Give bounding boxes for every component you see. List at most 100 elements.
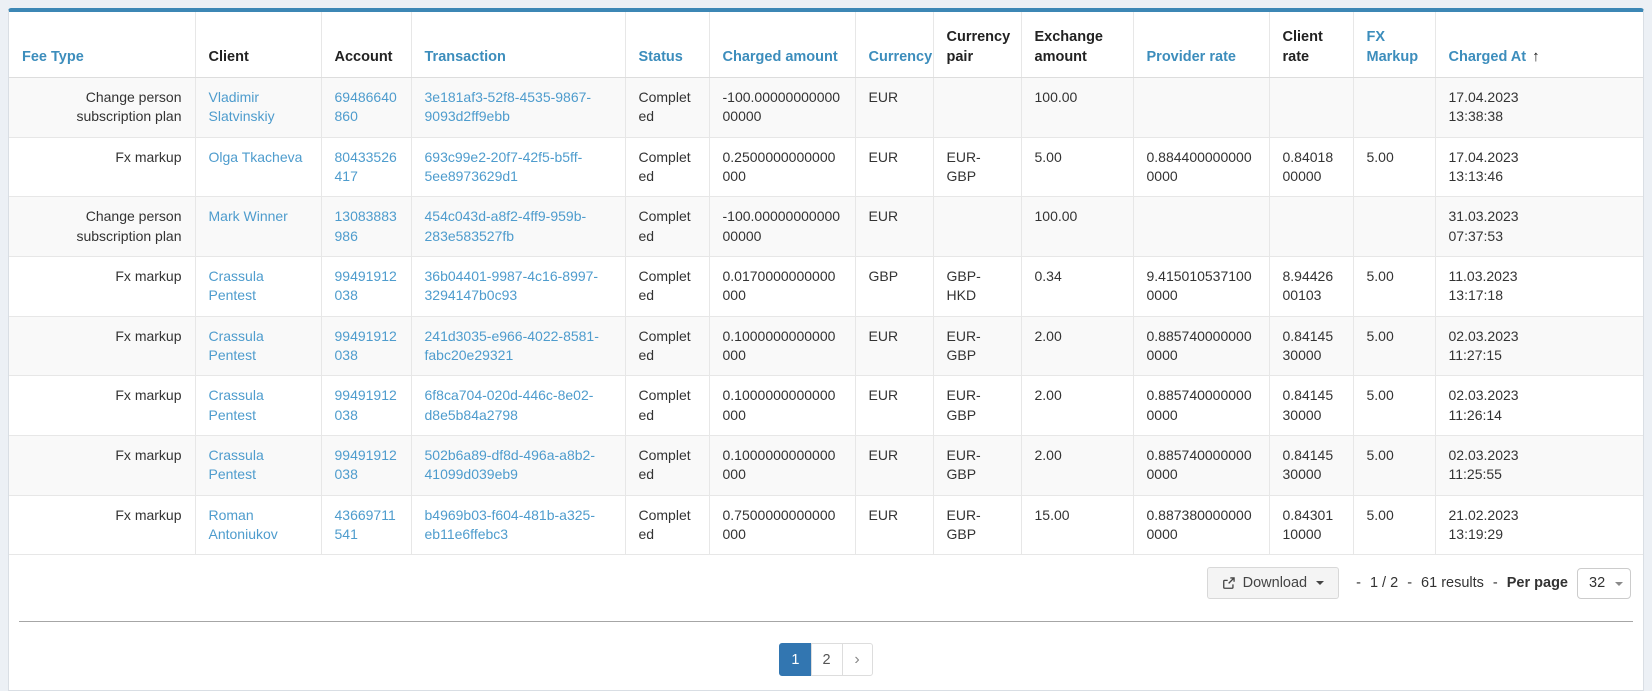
client-link[interactable]: Crassula Pentest: [209, 268, 264, 303]
table-row: Fx markupCrassula Pentest9949191203836b0…: [9, 257, 1643, 317]
cell-status: Completed: [625, 435, 709, 495]
column-label[interactable]: Charged amount: [723, 49, 838, 65]
cell-charged_amount: 0.0170000000000000: [709, 257, 855, 317]
cell-fee_type: Fx markup: [9, 435, 195, 495]
cell-fx_markup: 5.00: [1353, 435, 1435, 495]
cell-charged_amount: -100.0000000000000000: [709, 78, 855, 138]
fees-table: Fee Type Client Account Transaction Status Ch…: [9, 12, 1643, 555]
cell-client: Crassula Pentest: [195, 376, 321, 436]
per-page-value: 32: [1589, 575, 1605, 591]
cell-provider_rate: 0.8844000000000000: [1133, 137, 1269, 197]
account-link[interactable]: 99491912038: [335, 268, 397, 303]
column-header-transaction[interactable]: Transaction: [411, 12, 625, 78]
cell-line: 13:13:46: [1449, 167, 1631, 186]
cell-status: Completed: [625, 137, 709, 197]
account-link[interactable]: 99491912038: [335, 328, 397, 363]
select-caret-icon: [1615, 582, 1623, 586]
cell-transaction: 693c99e2-20f7-42f5-b5ff-5ee8973629d1: [411, 137, 625, 197]
cell-provider_rate: [1133, 197, 1269, 257]
cell-status: Completed: [625, 257, 709, 317]
cell-exchange_amount: 2.00: [1021, 376, 1133, 436]
per-page-select[interactable]: 32: [1577, 568, 1631, 599]
cell-transaction: 454c043d-a8f2-4ff9-959b-283e583527fb: [411, 197, 625, 257]
client-link[interactable]: Crassula Pentest: [209, 447, 264, 482]
cell-fee_type: Fx markup: [9, 137, 195, 197]
column-header-currency[interactable]: Currency: [855, 12, 933, 78]
cell-currency_pair: GBP-HKD: [933, 257, 1021, 317]
client-link[interactable]: Vladimir Slatvinskiy: [209, 89, 275, 124]
account-link[interactable]: 80433526417: [335, 149, 397, 184]
page-button-1[interactable]: 1: [779, 643, 811, 676]
cell-charged_at: 31.03.202307:37:53: [1435, 197, 1643, 257]
cell-status: Completed: [625, 376, 709, 436]
download-button[interactable]: Download: [1207, 567, 1340, 599]
cell-charged_amount: 0.1000000000000000: [709, 316, 855, 376]
transaction-link[interactable]: b4969b03-f604-481b-a325-eb11e6ffebc3: [425, 507, 595, 542]
cell-transaction: 6f8ca704-020d-446c-8e02-d8e5b84a2798: [411, 376, 625, 436]
transaction-link[interactable]: 693c99e2-20f7-42f5-b5ff-5ee8973629d1: [425, 149, 583, 184]
cell-status: Completed: [625, 78, 709, 138]
column-header-exchange_amount: Exchange amount: [1021, 12, 1133, 78]
cell-client: Crassula Pentest: [195, 257, 321, 317]
cell-currency: EUR: [855, 316, 933, 376]
cell-fx_markup: 5.00: [1353, 137, 1435, 197]
column-header-provider_rate[interactable]: Provider rate: [1133, 12, 1269, 78]
client-link[interactable]: Mark Winner: [209, 208, 288, 224]
column-label[interactable]: Transaction: [425, 49, 506, 65]
client-link[interactable]: Olga Tkacheva: [209, 149, 303, 165]
cell-fx_markup: 5.00: [1353, 495, 1435, 555]
cell-line: 02.03.2023: [1449, 327, 1631, 346]
account-link[interactable]: 43669711541: [335, 507, 396, 542]
column-label[interactable]: Charged At: [1449, 49, 1527, 65]
fees-table-panel: Fee Type Client Account Transaction Status Ch…: [8, 8, 1644, 691]
table-row: Fx markup Crassula Pentest 99491912038 502b…: [9, 435, 1643, 495]
transaction-link[interactable]: 36b04401-9987-4c16-8997-3294147b0c93: [425, 268, 599, 303]
column-label: Client rate: [1283, 29, 1323, 65]
column-header-fx_markup[interactable]: FX Markup: [1353, 12, 1435, 78]
account-link[interactable]: 69486640860: [335, 89, 397, 124]
client-link[interactable]: Crassula Pentest: [209, 387, 264, 422]
cell-fx_markup: 5.00: [1353, 376, 1435, 436]
transaction-link[interactable]: 454c043d-a8f2-4ff9-959b-283e583527fb: [425, 208, 587, 243]
column-label: Currency pair: [947, 29, 1011, 65]
column-label[interactable]: FX Markup: [1367, 29, 1419, 65]
cell-account: 99491912038: [321, 257, 411, 317]
cell-line: 21.02.2023: [1449, 506, 1631, 525]
cell-line: 13:38:38: [1449, 107, 1631, 126]
cell-charged_at: 02.03.202311:27:15: [1435, 316, 1643, 376]
cell-charged_at: 11.03.202313:17:18: [1435, 257, 1643, 317]
column-header-charged_at[interactable]: Charged At ↑: [1435, 12, 1643, 78]
account-link[interactable]: 99491912038: [335, 447, 397, 482]
page-button-2[interactable]: 2: [811, 643, 843, 676]
table-footer: Download - 1 / 2 - 61 results - Per page…: [9, 555, 1643, 621]
column-label[interactable]: Fee Type: [22, 49, 84, 65]
column-label: Exchange amount: [1035, 29, 1104, 65]
column-label[interactable]: Currency: [869, 49, 933, 65]
client-link[interactable]: Roman Antoniukov: [209, 507, 278, 542]
cell-line: 11:26:14: [1449, 406, 1631, 425]
client-link[interactable]: Crassula Pentest: [209, 328, 264, 363]
column-header-status[interactable]: Status: [625, 12, 709, 78]
cell-status: Completed: [625, 197, 709, 257]
column-label[interactable]: Status: [639, 49, 683, 65]
transaction-link[interactable]: 6f8ca704-020d-446c-8e02-d8e5b84a2798: [425, 387, 594, 422]
account-link[interactable]: 13083883986: [335, 208, 397, 243]
transaction-link[interactable]: 502b6a89-df8d-496a-a8b2-41099d039eb9: [425, 447, 595, 482]
cell-provider_rate: 0.8873800000000000: [1133, 495, 1269, 555]
column-header-account: Account: [321, 12, 411, 78]
cell-exchange_amount: 2.00: [1021, 316, 1133, 376]
transaction-link[interactable]: 241d3035-e966-4022-8581-fabc20e29321: [425, 328, 599, 363]
next-page-button[interactable]: ›: [842, 643, 873, 676]
transaction-link[interactable]: 3e181af3-52f8-4535-9867-9093d2ff9ebb: [425, 89, 592, 124]
cell-currency: EUR: [855, 495, 933, 555]
column-header-charged_amount[interactable]: Charged amount: [709, 12, 855, 78]
account-link[interactable]: 99491912038: [335, 387, 397, 422]
column-label: Client: [209, 49, 249, 65]
cell-currency_pair: EUR-GBP: [933, 435, 1021, 495]
column-header-fee_type[interactable]: Fee Type: [9, 12, 195, 78]
cell-status: Completed: [625, 316, 709, 376]
separator: -: [1356, 575, 1361, 591]
sort-asc-icon: ↑: [1532, 48, 1540, 65]
column-label: Account: [335, 49, 393, 65]
column-label[interactable]: Provider rate: [1147, 49, 1236, 65]
